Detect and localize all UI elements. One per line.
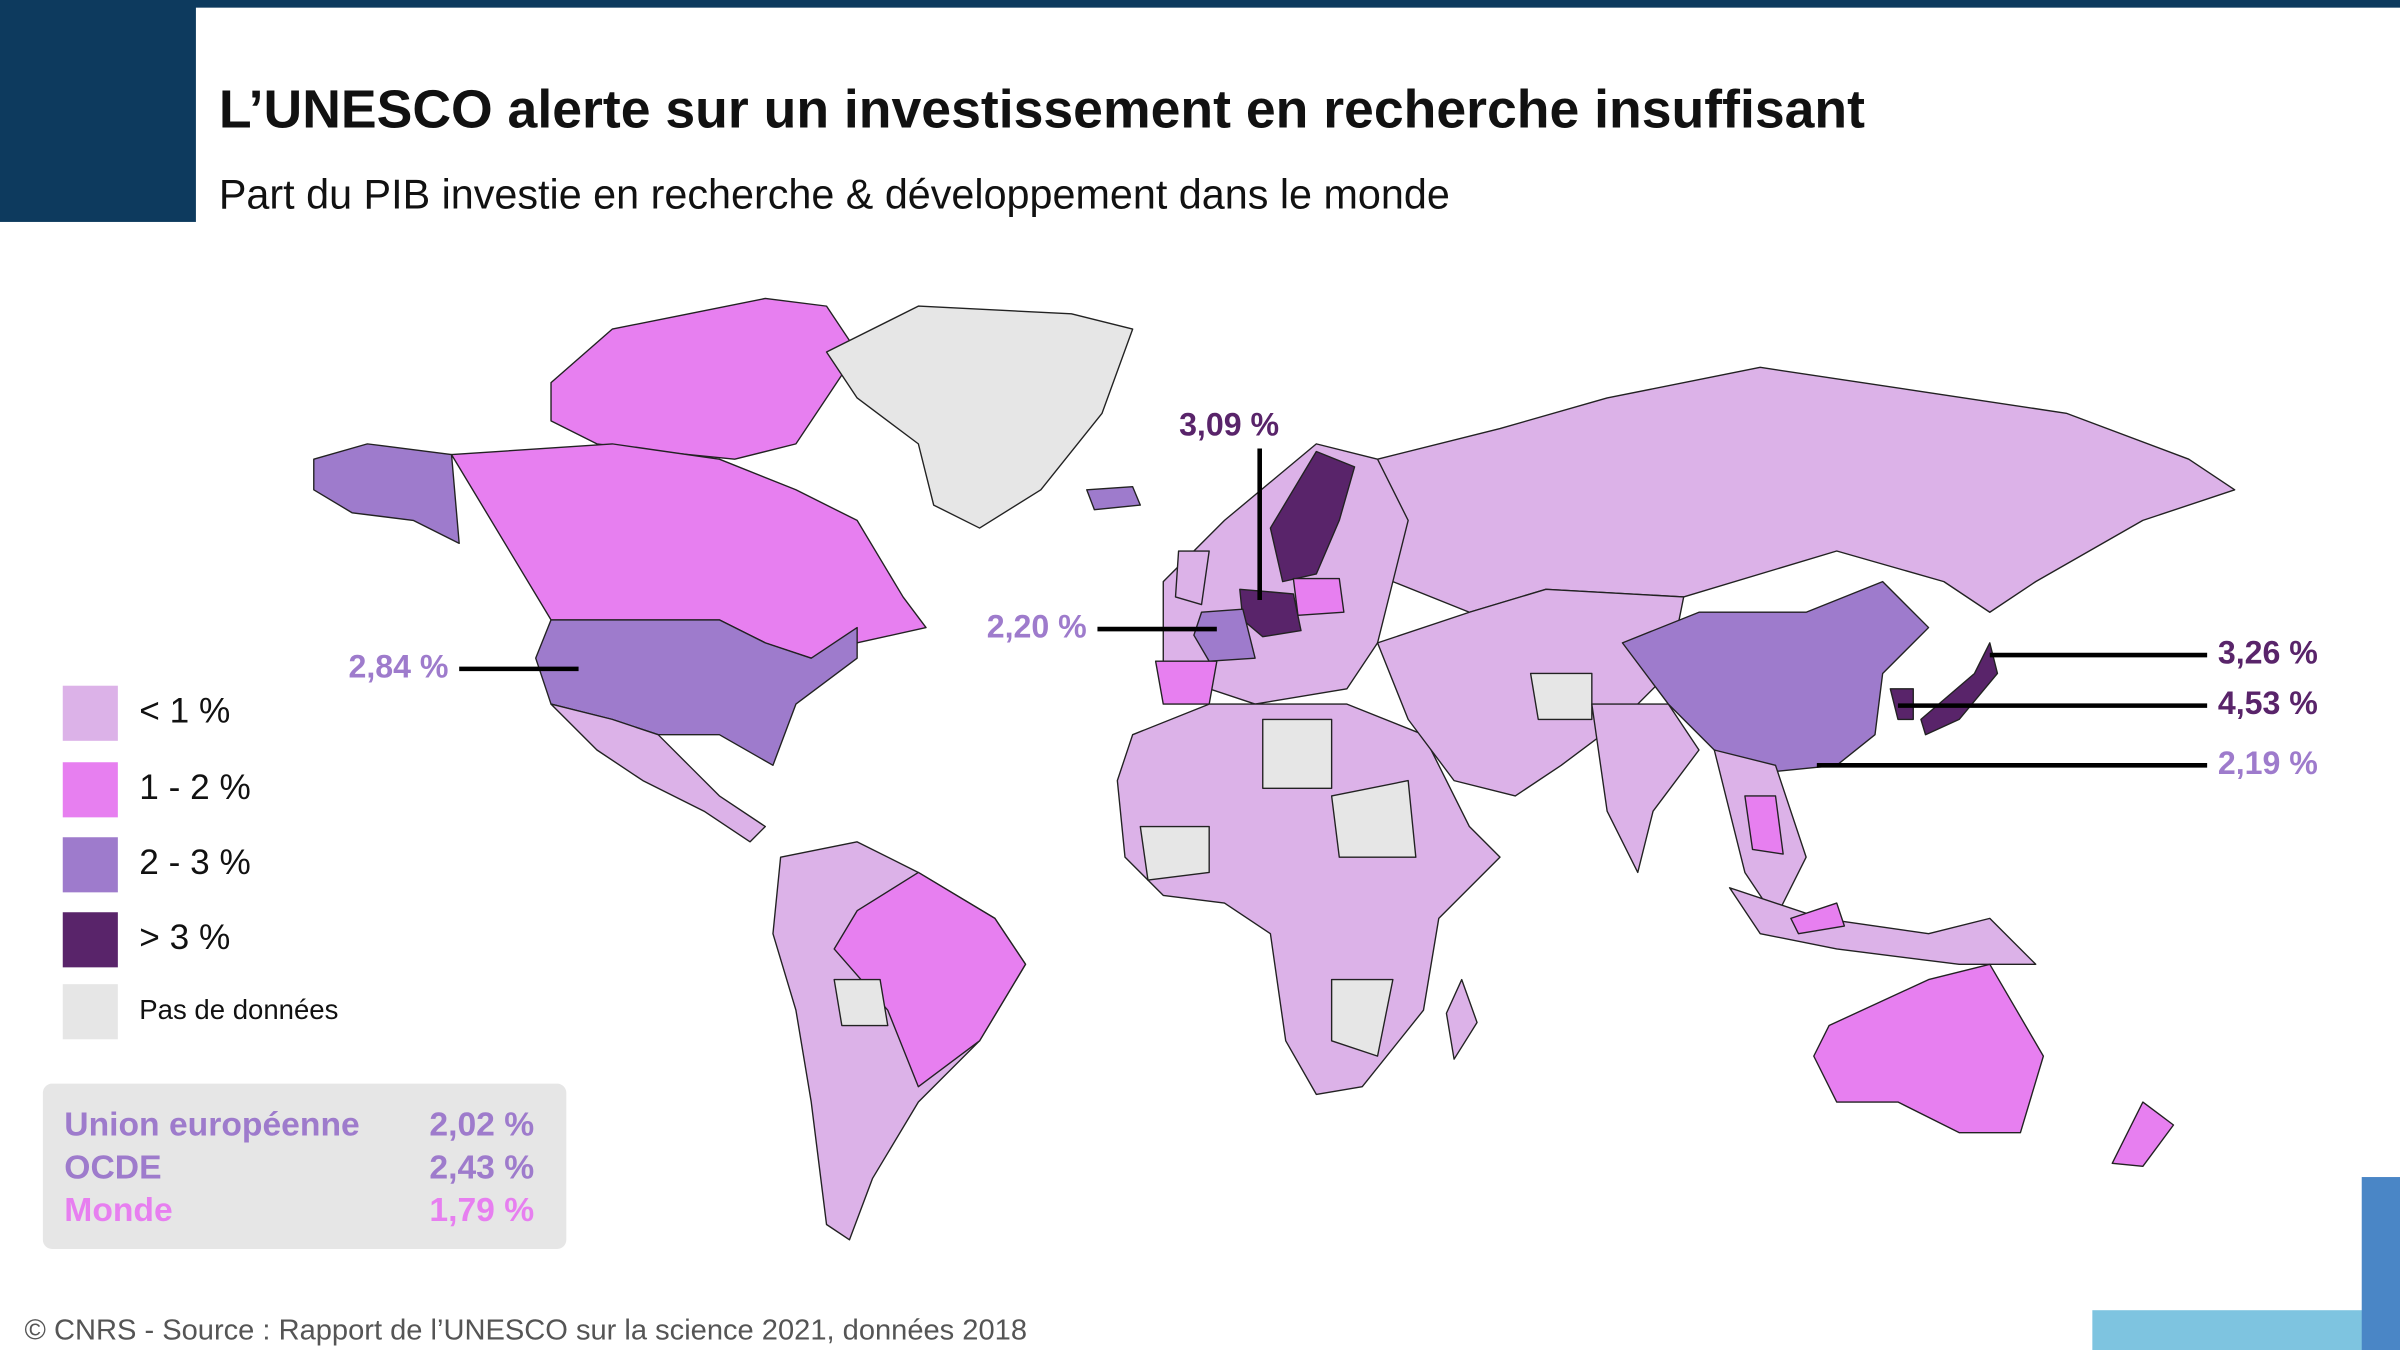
legend-label: Pas de données: [139, 994, 338, 1025]
legend-label: > 3 %: [139, 918, 230, 957]
legend-swatch: [62, 762, 118, 818]
legend-swatch: [62, 984, 118, 1040]
callouts: 3,09 % 2,20 % 2,84 % 3,26 % 4,53 % 2,19 %: [348, 407, 2317, 781]
country: [550, 703, 766, 843]
country: [2111, 1101, 2175, 1168]
callout-label: 2,19 %: [2218, 745, 2318, 781]
summary-box: [42, 1083, 567, 1249]
callout-label: 2,84 %: [348, 648, 448, 684]
country: [313, 443, 460, 545]
country: [833, 871, 1027, 1088]
summary-value: 1,79 %: [429, 1192, 534, 1229]
summary-name: OCDE: [64, 1149, 161, 1186]
summary-name: Monde: [64, 1192, 172, 1229]
legend-label: 2 - 3 %: [139, 843, 250, 882]
country: [1174, 550, 1210, 606]
country: [1330, 978, 1394, 1057]
summary-value: 2,02 %: [429, 1106, 534, 1143]
callout-label: 2,20 %: [987, 609, 1087, 645]
legend-swatch: [62, 837, 118, 893]
world-map: [313, 297, 2236, 1241]
country: [1292, 577, 1345, 616]
summary-value: 2,43 %: [429, 1149, 534, 1186]
footer: © CNRS - Source : Rapport de l’UNESCO su…: [24, 1314, 1027, 1346]
country: [1813, 963, 2045, 1134]
country: [1269, 450, 1356, 583]
country: [833, 978, 889, 1027]
callout-label: 3,09 %: [1179, 407, 1279, 443]
legend: < 1 % 1 - 2 % 2 - 3 % > 3 % Pas de données: [62, 685, 338, 1040]
country: [1139, 825, 1210, 881]
subtitle: Part du PIB investie en recherche & déve…: [219, 171, 1450, 217]
country: [1262, 718, 1333, 789]
callout-label: 4,53 %: [2218, 685, 2318, 721]
footer-accent: [2092, 1310, 2365, 1350]
callout-label: 3,26 %: [2218, 635, 2318, 671]
legend-label: < 1 %: [139, 692, 230, 731]
legend-swatch: [62, 912, 118, 968]
footer-accent: [2361, 1177, 2400, 1350]
corner-block: [0, 0, 196, 222]
country: [1330, 779, 1417, 858]
country: [1744, 795, 1784, 855]
country: [1086, 486, 1141, 511]
country: [1154, 660, 1218, 705]
country: [1621, 580, 1930, 774]
summary: Union européenne 2,02 % OCDE 2,43 % Monde 1,7…: [64, 1106, 534, 1229]
title: L’UNESCO alerte sur un investissement en…: [219, 80, 1865, 139]
country: [1790, 902, 1846, 935]
legend-label: 1 - 2 %: [139, 768, 250, 807]
country: [825, 305, 1134, 529]
legend-swatch: [62, 685, 118, 741]
summary-name: Union européenne: [64, 1106, 359, 1143]
country: [550, 297, 858, 460]
top-bar: [0, 0, 2400, 8]
country: [1728, 887, 2037, 965]
country: [1376, 366, 2236, 613]
country: [1920, 642, 1999, 736]
country: [1445, 978, 1478, 1060]
country: [1591, 703, 1700, 874]
country: [1529, 672, 1593, 721]
